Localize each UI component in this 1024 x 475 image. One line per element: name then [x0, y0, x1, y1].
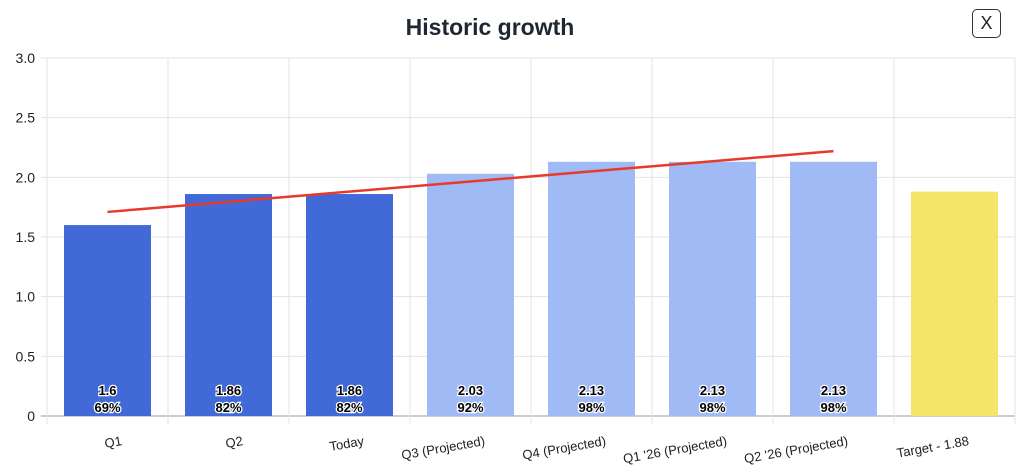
- bar-value-label: 2.13: [821, 383, 846, 398]
- bar-percent-label: 98%: [699, 400, 725, 415]
- bar-percent-label: 82%: [336, 400, 362, 415]
- bar-value-label: 1.6: [98, 383, 116, 398]
- bar: [911, 191, 998, 416]
- bar-percent-label: 98%: [578, 400, 604, 415]
- y-tick-label: 0.5: [16, 348, 36, 364]
- x-tick-label: Q2: [224, 433, 244, 451]
- bar: [427, 173, 514, 416]
- x-tick-label: Q1 '26 (Projected): [622, 433, 728, 466]
- close-icon: X: [980, 13, 993, 33]
- bar-percent-label: 98%: [820, 400, 846, 415]
- bar-percent-label: 69%: [94, 400, 120, 415]
- y-tick-label: 1.0: [16, 289, 36, 305]
- y-tick-label: 1.5: [16, 229, 36, 245]
- bar-percent-label: 92%: [457, 400, 483, 415]
- bar: [790, 161, 877, 416]
- bar: [185, 194, 272, 416]
- bar: [669, 161, 756, 416]
- x-tick-label: Q4 (Projected): [521, 433, 607, 462]
- bar-percent-label: 82%: [215, 400, 241, 415]
- bar-value-label: 1.86: [337, 383, 362, 398]
- close-button[interactable]: X: [972, 9, 1001, 38]
- bar-value-label: 1.86: [216, 383, 241, 398]
- y-tick-label: 2.0: [16, 169, 36, 185]
- x-tick-label: Today: [328, 433, 365, 454]
- bar-value-label: 2.03: [458, 383, 483, 398]
- x-tick-label: Q1: [103, 433, 123, 451]
- x-tick-label: Q3 (Projected): [400, 433, 486, 462]
- bar-value-label: 2.13: [579, 383, 604, 398]
- y-tick-label: 0: [27, 408, 35, 424]
- x-tick-label: Target - 1.88: [896, 433, 970, 460]
- trend-line: [107, 149, 834, 214]
- y-tick-label: 2.5: [16, 110, 36, 126]
- chart-title: Historic growth: [405, 14, 575, 40]
- bar: [64, 225, 151, 416]
- bar-value-label: 2.13: [700, 383, 725, 398]
- bar: [306, 194, 393, 416]
- y-tick-label: 3.0: [16, 50, 36, 66]
- bar: [548, 161, 635, 416]
- x-tick-label: Q2 '26 (Projected): [743, 433, 849, 466]
